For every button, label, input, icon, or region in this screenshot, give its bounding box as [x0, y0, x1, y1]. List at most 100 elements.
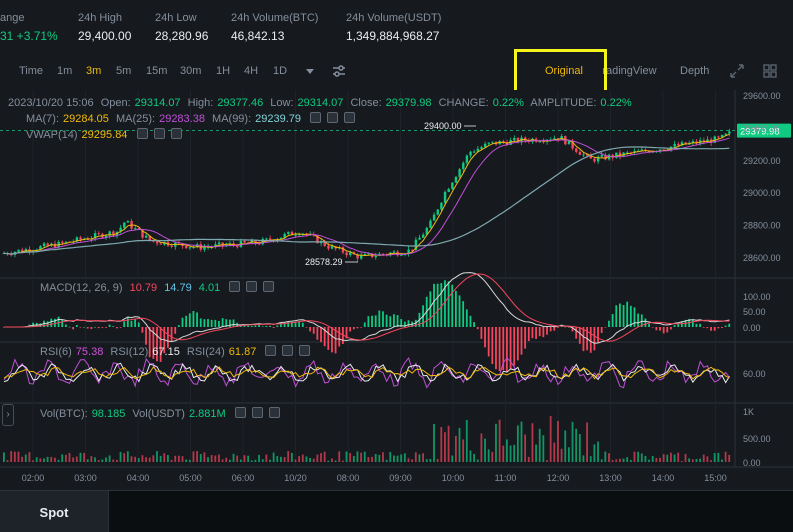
volume-bar	[225, 457, 228, 462]
volume-bar	[170, 459, 173, 462]
macd-histogram-bar	[520, 327, 523, 355]
macd-histogram-bar	[582, 327, 585, 352]
macd-histogram-bar	[177, 325, 180, 327]
volume-bar	[218, 454, 220, 462]
high-marker-label: 29400.00	[424, 121, 462, 131]
settings-icon[interactable]	[246, 281, 258, 292]
close-icon[interactable]	[299, 345, 311, 356]
interval-1m[interactable]: 1m	[57, 65, 73, 77]
eye-icon[interactable]	[265, 345, 277, 356]
volume-bar	[393, 455, 395, 462]
close-icon[interactable]	[268, 407, 280, 418]
macd-histogram-bar	[3, 327, 5, 328]
close-icon[interactable]	[263, 281, 275, 292]
macd-histogram-bar	[608, 320, 610, 327]
settings-icon[interactable]	[282, 345, 294, 356]
candle-body	[236, 244, 239, 248]
volume-bar	[352, 456, 355, 462]
macd-histogram-bar	[145, 327, 147, 345]
kline-chart-canvas[interactable]: 29400.00 28578.29 29379.98 29600.00 29400.0…	[0, 90, 793, 490]
volume-bar	[615, 459, 618, 462]
settings-icon[interactable]	[153, 128, 165, 139]
grid-layout-icon[interactable]	[762, 63, 778, 79]
interval-1h[interactable]: 1H	[216, 65, 231, 77]
macd-histogram-bar	[506, 327, 508, 372]
settings-icon[interactable]	[251, 407, 263, 418]
volume-bar	[148, 457, 151, 462]
more-intervals-dropdown-icon[interactable]	[302, 63, 318, 79]
volume-bar	[604, 451, 607, 462]
macd-histogram-bar	[316, 327, 319, 340]
volume-bar	[458, 427, 461, 462]
macd-histogram-bar	[710, 327, 712, 331]
expand-sidebar-icon[interactable]: ›	[2, 404, 14, 426]
candle-body	[440, 202, 443, 210]
high-value: 29377.46	[217, 97, 264, 109]
close-icon[interactable]	[344, 112, 356, 123]
volume-bar	[276, 456, 279, 462]
kline-chart[interactable]: 29400.00 28578.29 29379.98 29600.00 29400.0…	[0, 90, 793, 490]
volume-bar	[571, 421, 574, 462]
volume-bar	[163, 453, 166, 462]
candle-body	[429, 220, 432, 228]
volume-bar	[557, 420, 559, 462]
volume-bar	[644, 455, 647, 462]
vol-btc-value: 98.185	[91, 408, 126, 420]
view-tradingview[interactable]: TradingView	[603, 65, 657, 77]
candle-body	[53, 243, 57, 248]
volume-bar	[159, 455, 162, 462]
macd-histogram-bar	[283, 322, 286, 327]
candle-body	[330, 246, 334, 249]
macd-histogram-bar	[331, 327, 333, 353]
macd-histogram-bar	[345, 327, 348, 339]
candle-body	[298, 234, 301, 236]
macd-histogram-bar	[75, 325, 78, 327]
volume-bar	[101, 459, 104, 462]
interval-5m[interactable]: 5m	[116, 65, 132, 77]
macd-histogram-bar	[571, 327, 574, 332]
interval-time[interactable]: Time	[19, 65, 44, 77]
ticker-header: ange 31 +3.71% 24h High 29,400.00 24h Lo…	[0, 0, 793, 50]
candle-body	[39, 246, 42, 250]
volume-bar	[451, 455, 454, 462]
macd-histogram-bar	[360, 327, 363, 328]
vwap-value: 29295.84	[81, 129, 128, 141]
macd-histogram-bar	[436, 283, 439, 327]
eye-icon[interactable]	[136, 128, 148, 139]
volume-bar	[560, 448, 563, 462]
volume-bar	[261, 459, 264, 462]
volume-bar	[258, 454, 260, 462]
candle-body	[615, 152, 618, 158]
macd-histogram-bar	[615, 305, 618, 327]
macd-tick-label: 100.00	[743, 292, 771, 302]
high-label: High:	[187, 97, 214, 109]
volume-bar	[327, 460, 330, 462]
interval-4h[interactable]: 4H	[244, 65, 259, 77]
eye-icon[interactable]	[310, 112, 322, 123]
interval-1d[interactable]: 1D	[273, 65, 288, 77]
candle-body	[327, 245, 330, 249]
settings-icon[interactable]	[327, 112, 339, 123]
indicator-settings-icon[interactable]	[331, 63, 347, 79]
eye-icon[interactable]	[234, 407, 246, 418]
rsi-tick-label: 60.00	[743, 369, 766, 379]
macd-histogram-bar	[218, 320, 220, 327]
eye-icon[interactable]	[229, 281, 241, 292]
interval-15m[interactable]: 15m	[146, 65, 168, 77]
fullscreen-icon[interactable]	[729, 63, 745, 79]
volume-bar	[659, 457, 661, 462]
interval-30m[interactable]: 30m	[180, 65, 202, 77]
close-icon[interactable]	[170, 128, 182, 139]
volume-bar	[593, 444, 596, 462]
macd-histogram-bar	[309, 327, 311, 332]
interval-3m[interactable]: 3m	[86, 65, 102, 77]
macd-histogram-bar	[389, 316, 392, 327]
macd-histogram-bar	[440, 283, 443, 327]
view-original[interactable]: Original	[545, 65, 583, 77]
tab-spot[interactable]: Spot	[0, 491, 109, 532]
macd-histogram-bar	[600, 327, 603, 333]
volume-bar	[290, 452, 293, 462]
change-label: CHANGE:	[438, 97, 489, 109]
candlestick-series	[2, 128, 731, 262]
view-depth[interactable]: Depth	[680, 65, 710, 77]
